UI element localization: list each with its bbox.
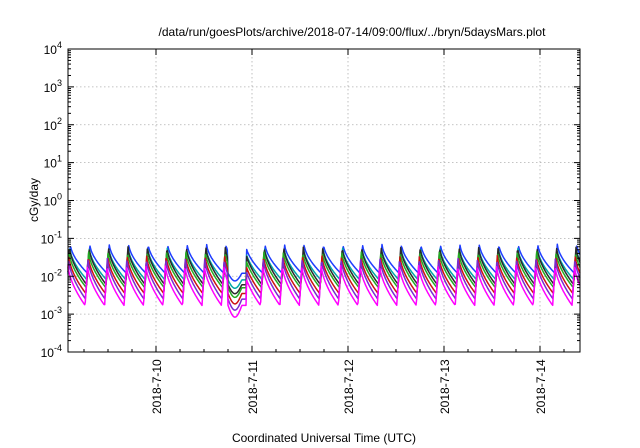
y-tick-label: 104 xyxy=(44,40,62,57)
x-tick-label: 2018-7-14 xyxy=(534,359,548,414)
y-tick-label: 102 xyxy=(44,116,62,133)
y-tick-label: 100 xyxy=(44,192,62,209)
x-axis-label: Coordinated Universal Time (UTC) xyxy=(232,431,416,445)
y-axis-label: cGy/day xyxy=(27,178,41,222)
chart-title: /data/run/goesPlots/archive/2018-07-14/0… xyxy=(159,25,547,39)
y-tick-labels: 10-4 10-3 10-2 10-1 100 101 102 103 104 xyxy=(41,40,62,360)
series-line-7 xyxy=(67,264,581,318)
y-tick-label: 10-1 xyxy=(41,229,62,246)
x-tick-label: 2018-7-13 xyxy=(438,359,452,414)
series-line-3 xyxy=(67,246,581,295)
x-tick-label: 2018-7-10 xyxy=(150,359,164,414)
y-tick-label: 10-3 xyxy=(41,305,62,322)
grid xyxy=(68,49,580,352)
series-group xyxy=(67,243,581,318)
x-tick-labels: 2018-7-10 2018-7-11 2018-7-12 2018-7-13 2018… xyxy=(150,359,548,414)
y-tick-label: 103 xyxy=(44,78,62,95)
series-line-1 xyxy=(67,243,581,282)
axis-ticks xyxy=(68,48,580,353)
y-tick-label: 10-4 xyxy=(41,343,62,360)
y-tick-label: 101 xyxy=(44,154,62,171)
x-tick-label: 2018-7-11 xyxy=(246,360,260,414)
y-tick-label: 10-2 xyxy=(41,267,62,284)
x-tick-label: 2018-7-12 xyxy=(342,359,356,414)
